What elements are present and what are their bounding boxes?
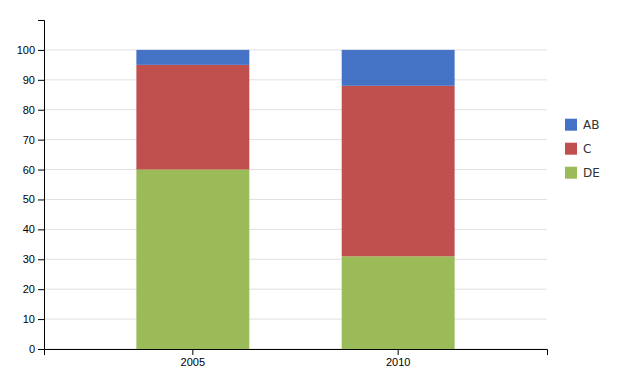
y-tick-label: 10 <box>23 313 35 325</box>
y-tick-label: 50 <box>23 193 35 205</box>
y-tick: 20 <box>23 283 44 295</box>
y-tick-mark <box>38 50 44 51</box>
y-axis: 0 10 20 30 40 50 60 70 80 90 100 <box>17 21 45 356</box>
y-tick: 80 <box>23 104 44 116</box>
y-tick-mark <box>38 80 44 81</box>
y-tick-label: 80 <box>23 104 35 116</box>
legend-item: AB <box>565 118 599 132</box>
y-tick-label: 100 <box>17 44 35 56</box>
y-tick-label: 0 <box>29 343 35 355</box>
y-tick-mark <box>38 289 44 290</box>
grid-line <box>44 79 547 80</box>
legend-label: C <box>583 142 591 156</box>
y-tick: 0 <box>29 343 44 355</box>
grid-line <box>44 229 547 230</box>
x-tick-label: 2010 <box>386 356 410 368</box>
legend-label: DE <box>583 166 600 180</box>
y-tick-mark <box>38 229 44 230</box>
x-axis: 2005 2010 <box>45 349 548 368</box>
legend-swatch <box>565 143 577 155</box>
bar-segment <box>342 50 455 86</box>
bar-segment <box>342 256 455 349</box>
legend-item: DE <box>565 166 600 180</box>
legend: AB C DE <box>565 118 600 180</box>
y-tick-mark <box>38 259 44 260</box>
y-tick-mark <box>38 349 44 350</box>
grid-line <box>44 289 547 290</box>
bar-segment <box>136 65 249 170</box>
y-tick-mark <box>38 199 44 200</box>
grid-line <box>44 49 547 50</box>
y-tick: 60 <box>23 164 44 176</box>
y-tick-mark <box>38 110 44 111</box>
y-tick-label: 40 <box>23 223 35 235</box>
plot: 2005 2010 0 10 20 30 40 50 60 70 80 90 100 <box>17 21 548 368</box>
chart: 2005 2010 0 10 20 30 40 50 60 70 80 90 100 AB C DE <box>0 0 637 383</box>
grid-line <box>44 169 547 170</box>
grid <box>44 50 547 349</box>
bars <box>136 50 454 349</box>
y-tick-label: 60 <box>23 164 35 176</box>
y-tick: 100 <box>17 44 44 56</box>
x-tick-label: 2005 <box>181 356 205 368</box>
x-tick-mark <box>398 349 399 355</box>
grid-line <box>44 259 547 260</box>
grid-line <box>44 109 547 110</box>
y-tick-mark <box>38 319 44 320</box>
legend-item: C <box>565 142 591 156</box>
bar-segment <box>136 170 249 349</box>
bar-segment <box>136 50 249 65</box>
x-tick: 2010 <box>386 349 410 368</box>
y-tick: 50 <box>23 193 44 205</box>
legend-label: AB <box>583 118 599 132</box>
x-axis-line <box>45 350 548 356</box>
grid-line <box>44 139 547 140</box>
x-tick: 2005 <box>181 349 205 368</box>
y-tick-label: 20 <box>23 283 35 295</box>
x-tick-mark <box>192 349 193 355</box>
y-tick-mark <box>38 140 44 141</box>
y-tick-label: 90 <box>23 74 35 86</box>
y-tick: 70 <box>23 134 44 146</box>
y-tick-mark <box>38 170 44 171</box>
y-axis-line <box>38 21 45 350</box>
y-tick: 10 <box>23 313 44 325</box>
legend-swatch <box>565 167 577 179</box>
grid-line <box>44 319 547 320</box>
y-tick: 40 <box>23 223 44 235</box>
y-tick-label: 30 <box>23 253 35 265</box>
y-tick: 90 <box>23 74 44 86</box>
legend-swatch <box>565 119 577 131</box>
y-tick: 30 <box>23 253 44 265</box>
grid-line <box>44 199 547 200</box>
y-tick-label: 70 <box>23 134 35 146</box>
bar-segment <box>342 86 455 256</box>
